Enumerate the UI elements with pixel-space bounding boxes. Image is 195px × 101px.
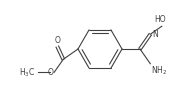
Text: H$_3$C: H$_3$C <box>19 66 35 79</box>
Text: O: O <box>47 68 53 77</box>
Text: O: O <box>54 36 60 45</box>
Text: N: N <box>152 30 158 39</box>
Text: NH$_2$: NH$_2$ <box>151 65 168 77</box>
Text: HO: HO <box>154 15 166 24</box>
